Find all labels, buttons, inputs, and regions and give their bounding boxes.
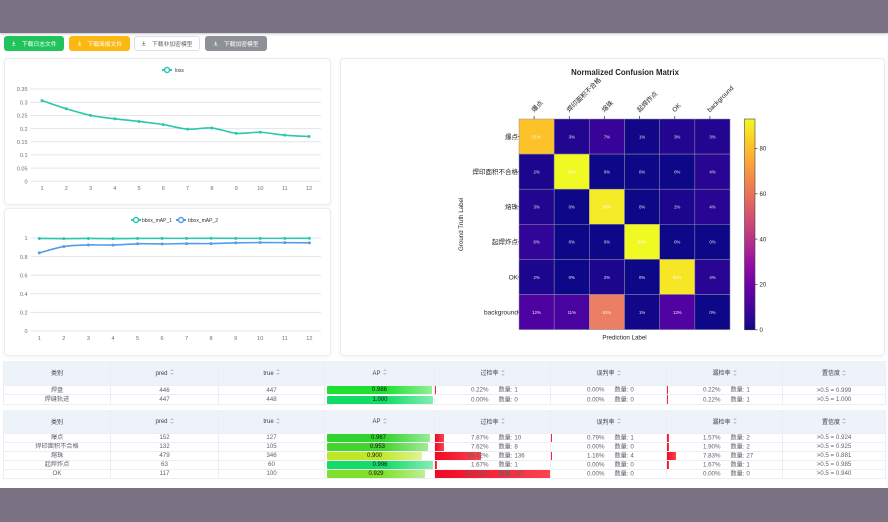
svg-text:8: 8: [210, 336, 213, 342]
svg-text:bbox_mAP_2: bbox_mAP_2: [188, 218, 218, 224]
svg-text:4: 4: [113, 186, 116, 192]
svg-text:1: 1: [24, 236, 27, 242]
svg-text:0.3: 0.3: [20, 100, 28, 106]
svg-text:3%: 3%: [533, 205, 539, 210]
svg-text:熔珠: 熔珠: [505, 202, 519, 211]
svg-text:OK: OK: [671, 102, 683, 114]
svg-text:0.35: 0.35: [17, 87, 28, 93]
svg-text:11%: 11%: [568, 310, 576, 315]
svg-text:loss: loss: [175, 68, 184, 74]
svg-text:61%: 61%: [603, 310, 612, 315]
svg-text:2%: 2%: [533, 169, 539, 174]
svg-text:11: 11: [282, 336, 288, 342]
svg-text:6%: 6%: [533, 240, 539, 245]
svg-text:9: 9: [235, 186, 238, 192]
svg-text:2: 2: [62, 336, 65, 342]
svg-text:Ground Truth Label: Ground Truth Label: [458, 198, 465, 251]
svg-text:0.6: 0.6: [20, 273, 28, 279]
svg-text:background: background: [706, 85, 735, 114]
svg-text:40: 40: [760, 237, 767, 243]
svg-text:0.2: 0.2: [20, 311, 28, 317]
svg-text:Prediction Label: Prediction Label: [602, 335, 646, 342]
svg-text:4%: 4%: [709, 169, 715, 174]
svg-text:3: 3: [87, 336, 90, 342]
svg-text:93%: 93%: [567, 169, 576, 174]
svg-text:89%: 89%: [673, 275, 682, 280]
svg-text:4%: 4%: [709, 205, 715, 210]
svg-text:0%: 0%: [639, 205, 645, 210]
svg-text:1%: 1%: [639, 134, 645, 139]
svg-text:0%: 0%: [709, 310, 715, 315]
svg-text:10: 10: [257, 186, 263, 192]
svg-text:0.8: 0.8: [20, 255, 28, 261]
svg-text:4%: 4%: [709, 275, 715, 280]
svg-text:6: 6: [162, 186, 165, 192]
svg-text:0%: 0%: [569, 205, 575, 210]
svg-text:0%: 0%: [604, 240, 610, 245]
svg-text:80: 80: [760, 147, 767, 153]
svg-text:2%: 2%: [533, 275, 539, 280]
svg-text:93%: 93%: [638, 240, 647, 245]
svg-text:起焊炸点: 起焊炸点: [635, 89, 660, 114]
svg-text:3: 3: [89, 186, 92, 192]
svg-text:0.15: 0.15: [17, 140, 28, 146]
svg-text:10: 10: [257, 336, 263, 342]
svg-text:Normalized Confusion Matrix: Normalized Confusion Matrix: [571, 68, 680, 77]
svg-text:0%: 0%: [569, 275, 575, 280]
svg-text:3%: 3%: [674, 134, 680, 139]
svg-text:0.05: 0.05: [17, 166, 28, 172]
svg-text:3%: 3%: [569, 134, 575, 139]
svg-text:2%: 2%: [604, 275, 610, 280]
svg-text:0.25: 0.25: [17, 114, 28, 120]
svg-text:1%: 1%: [639, 310, 645, 315]
svg-text:7: 7: [185, 336, 188, 342]
svg-text:熔珠: 熔珠: [599, 98, 615, 114]
svg-text:6: 6: [161, 336, 164, 342]
svg-text:12: 12: [306, 186, 312, 192]
svg-text:0: 0: [24, 180, 27, 186]
svg-text:60: 60: [760, 192, 767, 198]
svg-text:5: 5: [136, 336, 139, 342]
svg-text:0%: 0%: [569, 240, 575, 245]
svg-text:0%: 0%: [709, 240, 715, 245]
svg-text:12%: 12%: [532, 310, 541, 315]
svg-text:0%: 0%: [674, 240, 680, 245]
svg-text:0.4: 0.4: [20, 292, 28, 298]
svg-text:起焊炸点: 起焊炸点: [492, 237, 519, 246]
svg-text:1: 1: [40, 186, 43, 192]
svg-text:7: 7: [186, 186, 189, 192]
svg-text:4: 4: [111, 336, 114, 342]
svg-text:OK: OK: [509, 274, 519, 281]
svg-text:0%: 0%: [639, 275, 645, 280]
svg-text:2: 2: [65, 186, 68, 192]
svg-text:1: 1: [38, 336, 41, 342]
svg-text:0: 0: [760, 328, 764, 334]
svg-text:20: 20: [760, 283, 767, 289]
svg-text:9: 9: [234, 336, 237, 342]
svg-text:7%: 7%: [604, 134, 610, 139]
svg-text:0.1: 0.1: [20, 153, 28, 159]
svg-text:焊印面积不合格: 焊印面积不合格: [564, 75, 603, 114]
svg-text:爆点: 爆点: [529, 98, 545, 114]
svg-text:13%: 13%: [673, 310, 682, 315]
svg-text:5: 5: [138, 186, 141, 192]
svg-text:11: 11: [282, 186, 288, 192]
svg-text:0.2: 0.2: [20, 127, 28, 133]
svg-text:0: 0: [24, 329, 27, 335]
svg-text:爆点: 爆点: [505, 132, 519, 141]
svg-text:2%: 2%: [674, 205, 680, 210]
svg-text:8: 8: [210, 186, 213, 192]
svg-text:background: background: [484, 309, 518, 316]
svg-text:90%: 90%: [603, 205, 612, 210]
svg-text:3%: 3%: [709, 134, 715, 139]
svg-text:0%: 0%: [604, 169, 610, 174]
svg-text:0%: 0%: [674, 169, 680, 174]
svg-text:焊印面积不合格: 焊印面积不合格: [473, 167, 519, 176]
svg-text:81%: 81%: [532, 134, 541, 139]
svg-text:12: 12: [306, 336, 312, 342]
svg-text:0%: 0%: [639, 169, 645, 174]
svg-text:bbox_mAP_1: bbox_mAP_1: [142, 218, 172, 224]
